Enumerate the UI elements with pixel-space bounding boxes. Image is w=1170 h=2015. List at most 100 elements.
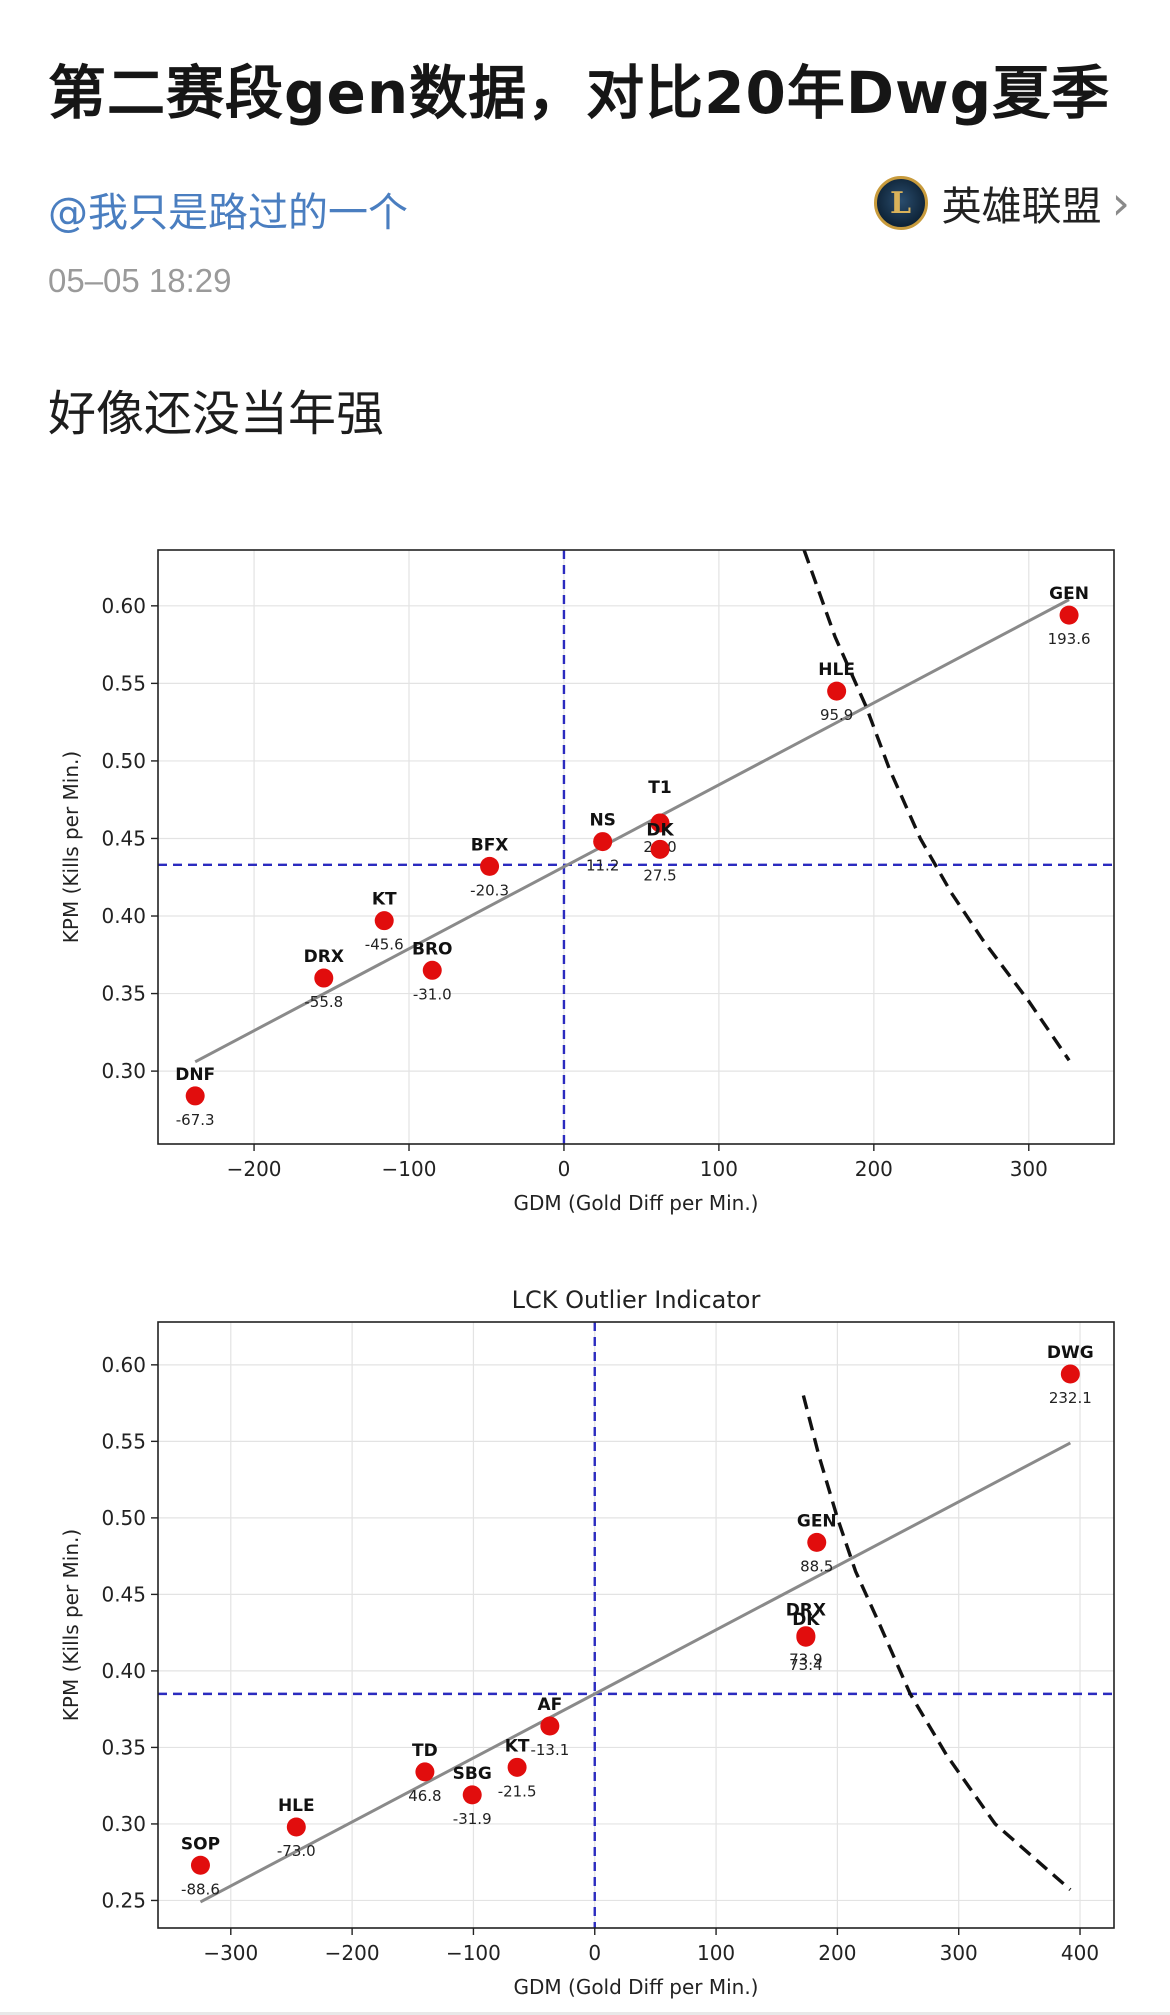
x-tick-label: −300 xyxy=(203,1941,258,1965)
y-tick-label: 0.50 xyxy=(101,1506,146,1530)
data-point-dk xyxy=(650,839,670,859)
chevron-right-icon: › xyxy=(1111,176,1130,230)
point-value-label: 232.1 xyxy=(1049,1389,1092,1407)
data-point-td xyxy=(415,1762,435,1782)
point-team-label: HLE xyxy=(278,1796,315,1816)
data-point-drx xyxy=(314,968,334,988)
outlier-threshold-curve xyxy=(802,550,1071,1062)
plot-area xyxy=(158,1322,1114,1928)
plot-frame xyxy=(157,1321,1115,1929)
x-axis-label: GDM (Gold Diff per Min.) xyxy=(514,1975,759,1999)
point-value-label: -55.8 xyxy=(304,993,343,1011)
point-value-label: -73.0 xyxy=(277,1842,316,1860)
x-tick-label: −200 xyxy=(325,1941,380,1965)
point-team-label: AF xyxy=(537,1695,562,1715)
data-point-bro xyxy=(422,960,442,980)
x-tick-label: 300 xyxy=(1010,1157,1048,1181)
x-tick-label: 0 xyxy=(558,1157,571,1181)
data-point-kt xyxy=(374,911,394,931)
point-value-label: 88.5 xyxy=(800,1557,833,1575)
data-point-dwg xyxy=(1060,1364,1080,1384)
grid xyxy=(158,1322,1114,1928)
x-tick-label: 400 xyxy=(1061,1941,1099,1965)
point-team-label: KT xyxy=(505,1736,530,1756)
data-point-sbg xyxy=(462,1785,482,1805)
point-value-label: -88.6 xyxy=(181,1880,220,1898)
y-tick-label: 0.30 xyxy=(101,1812,146,1836)
data-point-gen xyxy=(807,1532,827,1552)
data-point-kt xyxy=(507,1757,527,1777)
point-team-label: DNF xyxy=(175,1065,215,1085)
y-tick-label: 0.35 xyxy=(101,1735,146,1759)
x-tick-label: 200 xyxy=(818,1941,856,1965)
point-team-label: SBG xyxy=(453,1764,492,1784)
point-value-label: 95.9 xyxy=(820,706,853,724)
point-team-label: DRX xyxy=(304,947,344,967)
trend-line xyxy=(194,598,1070,1064)
point-team-label: BFX xyxy=(471,835,509,855)
y-tick-label: 0.55 xyxy=(101,1429,146,1453)
x-tick-label: −100 xyxy=(382,1157,437,1181)
y-tick-label: 0.25 xyxy=(101,1888,146,1912)
point-team-label: DWG xyxy=(1047,1343,1094,1363)
post-body: 好像还没当年强 xyxy=(48,386,385,442)
point-team-label: DK xyxy=(792,1610,820,1630)
y-axis-label: KPM (Kills per Min.) xyxy=(59,1529,83,1721)
point-team-label: SOP xyxy=(181,1834,220,1854)
point-value-label: 11.2 xyxy=(586,857,619,875)
point-value-label: -20.3 xyxy=(470,881,509,899)
y-tick-label: 0.60 xyxy=(101,1353,146,1377)
data-point-dnf xyxy=(185,1086,205,1106)
data-point-hle xyxy=(827,681,847,701)
x-tick-label: 100 xyxy=(697,1941,735,1965)
x-tick-label: 0 xyxy=(588,1941,601,1965)
x-tick-label: 100 xyxy=(700,1157,738,1181)
point-value-label: -67.3 xyxy=(176,1111,215,1129)
point-value-label: 193.6 xyxy=(1048,630,1091,648)
point-value-label: -31.0 xyxy=(413,985,452,1003)
point-team-label: T1 xyxy=(648,778,671,798)
y-tick-label: 0.55 xyxy=(101,671,146,695)
point-value-label: 73.4 xyxy=(789,1656,822,1674)
point-value-label: -45.6 xyxy=(365,936,404,954)
league-of-legends-logo-icon: L xyxy=(873,176,928,230)
point-value-label: -13.1 xyxy=(530,1741,569,1759)
data-point-bfx xyxy=(480,856,500,876)
data-point-t1 xyxy=(650,813,670,833)
data-point-ns xyxy=(593,832,613,852)
point-value-label: 46.8 xyxy=(408,1787,441,1805)
author-link[interactable]: @我只是路过的一个 xyxy=(48,190,408,236)
divider xyxy=(0,2012,1170,2015)
forum-link[interactable]: L 英雄联盟 › xyxy=(873,174,1130,232)
point-team-label: HLE xyxy=(818,660,855,680)
point-team-label: BRO xyxy=(412,939,453,959)
forum-name: 英雄联盟 xyxy=(941,184,1102,230)
data-point-dk xyxy=(796,1627,816,1647)
trend-line xyxy=(199,1441,1072,1904)
x-tick-label: −200 xyxy=(227,1157,282,1181)
x-axis-label: GDM (Gold Diff per Min.) xyxy=(514,1191,759,1215)
point-team-label: DK xyxy=(646,820,674,840)
data-point-hle xyxy=(286,1817,306,1837)
plot-area xyxy=(158,550,1114,1144)
gen-kpm-gdm-chart: GEN193.6HLE95.9T129.0DK27.5NS11.2BFX-20.… xyxy=(59,549,1115,1215)
point-value-label: 73.9 xyxy=(789,1651,822,1669)
point-team-label: KT xyxy=(372,890,397,910)
point-team-label: DRX xyxy=(786,1601,826,1621)
y-tick-label: 0.40 xyxy=(101,1659,146,1683)
point-team-label: NS xyxy=(589,811,615,831)
y-tick-label: 0.45 xyxy=(101,1582,146,1606)
plot-frame xyxy=(157,549,1115,1145)
point-team-label: GEN xyxy=(1049,584,1089,604)
x-tick-label: 300 xyxy=(940,1941,978,1965)
data-point-sop xyxy=(190,1855,210,1875)
post-title: 第二赛段gen数据，对比20年Dwg夏季 xyxy=(48,59,1111,127)
y-tick-label: 0.40 xyxy=(101,904,146,928)
post-timestamp: 05–05 18:29 xyxy=(48,262,232,299)
grid xyxy=(158,550,1114,1144)
point-value-label: -21.5 xyxy=(498,1782,537,1800)
y-tick-label: 0.45 xyxy=(101,826,146,850)
y-tick-label: 0.30 xyxy=(101,1059,146,1083)
y-axis-label: KPM (Kills per Min.) xyxy=(59,751,83,943)
